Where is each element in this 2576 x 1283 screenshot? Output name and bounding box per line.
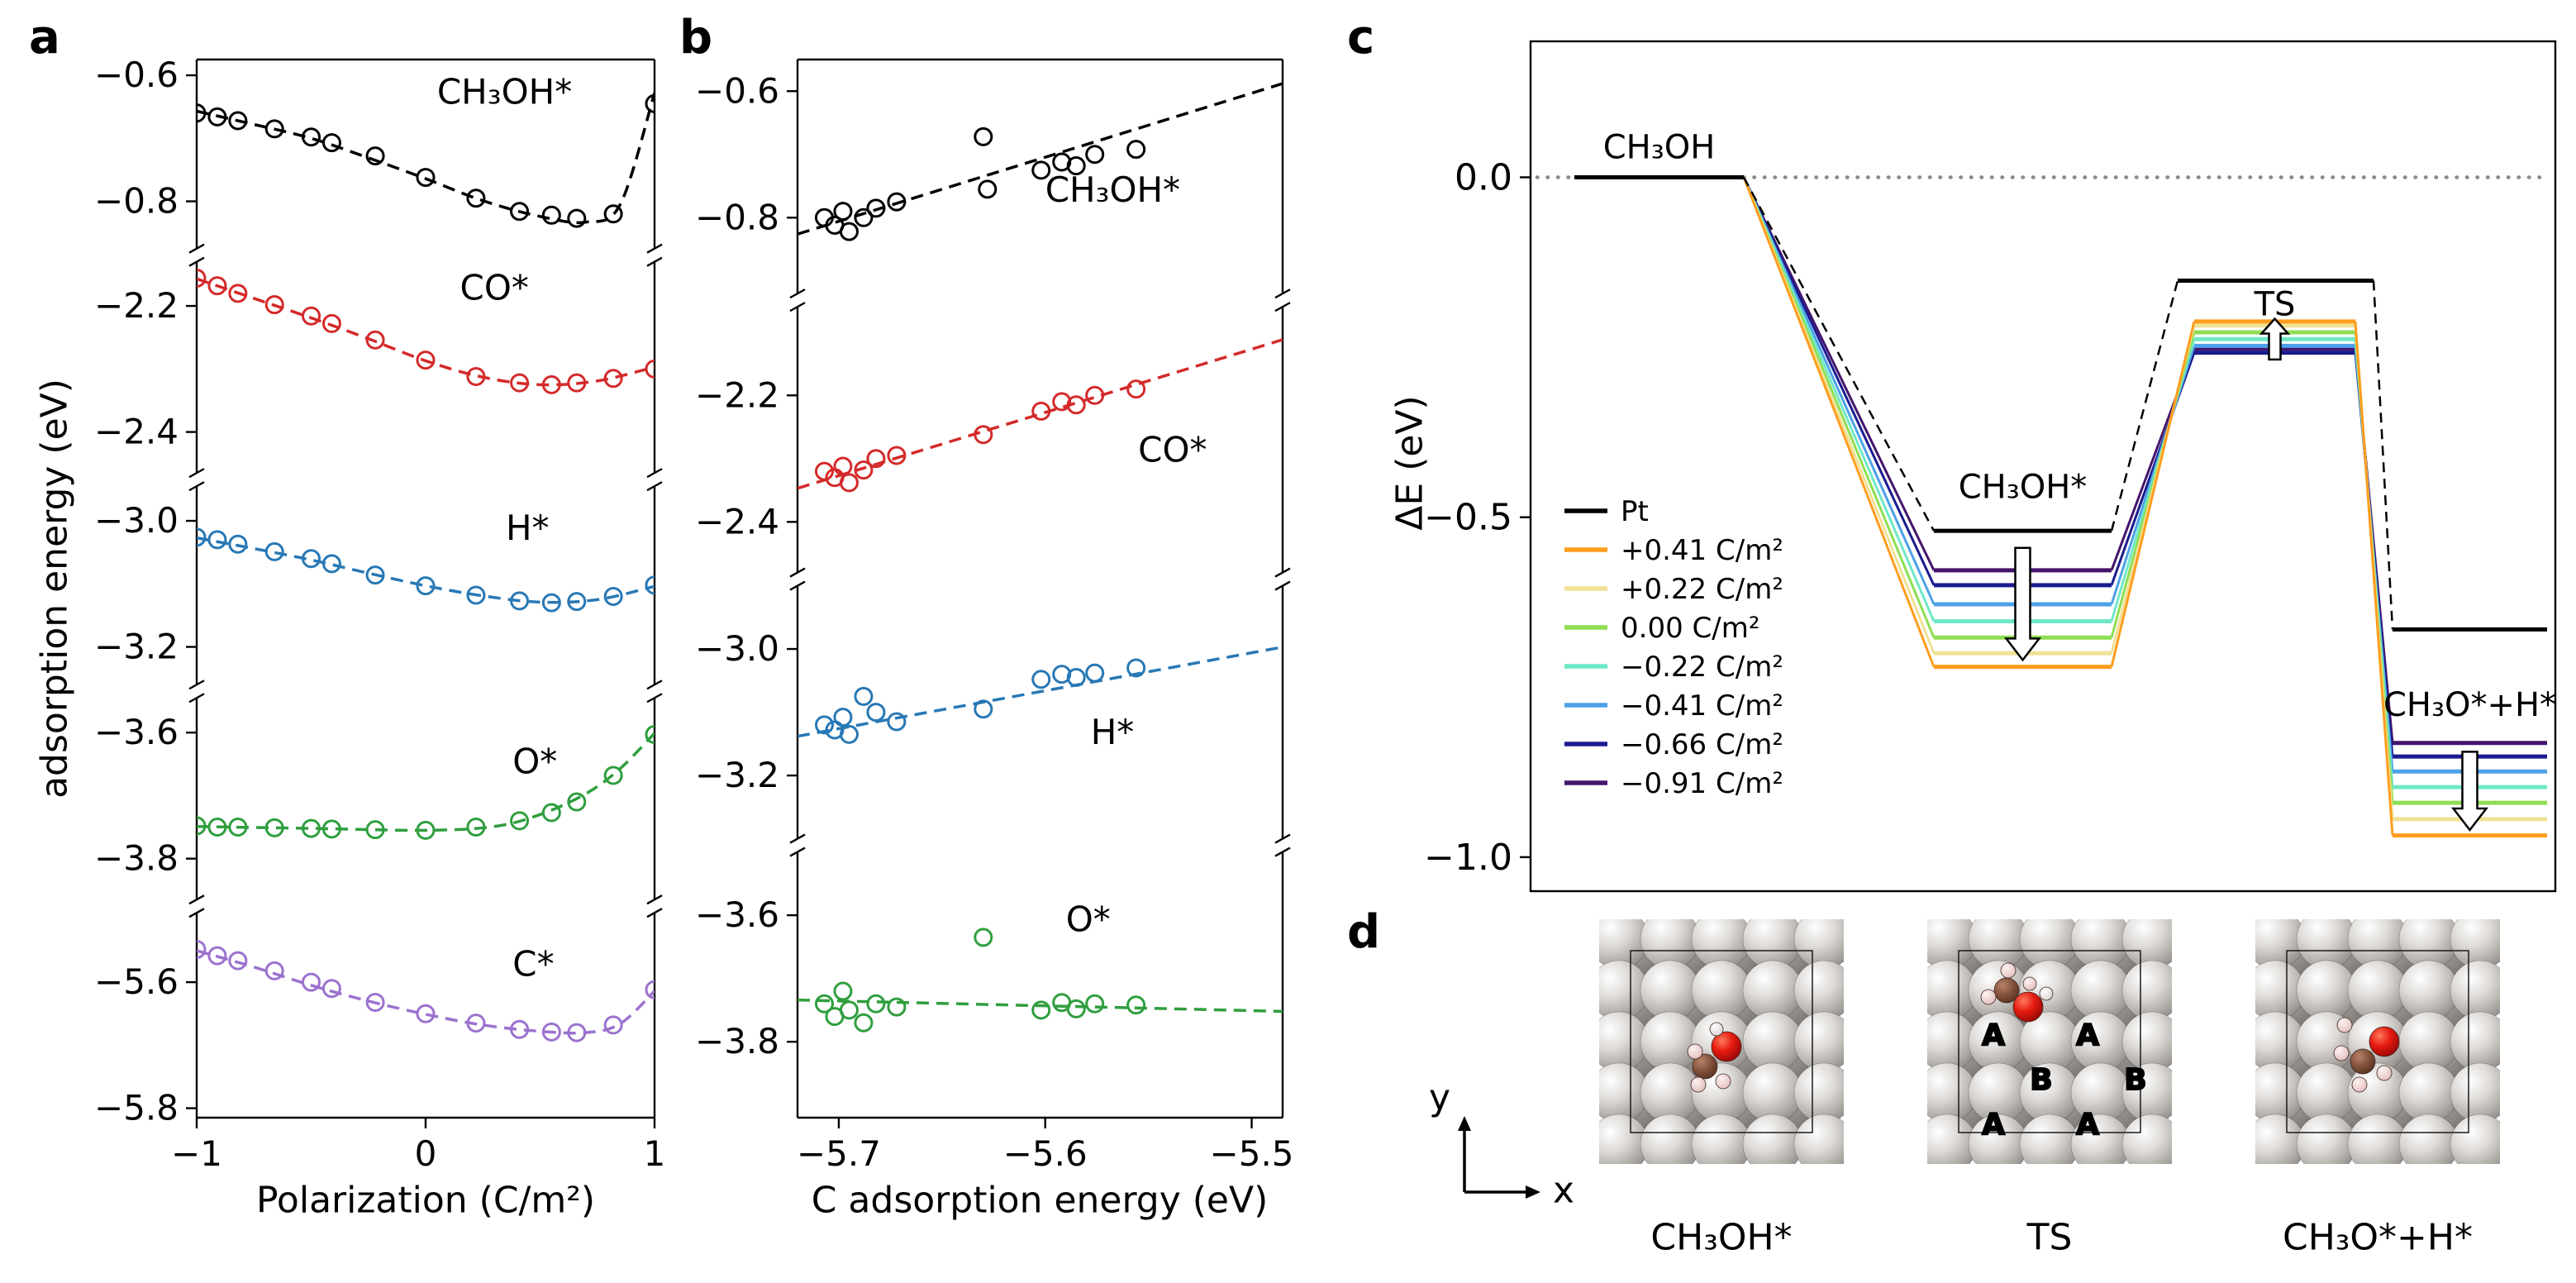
panel-b-xlabel: C adsorption energy (eV)	[811, 1179, 1269, 1222]
svg-text:−1.0: −1.0	[1424, 837, 1512, 879]
reaction-arrow	[2450, 751, 2489, 832]
series-1	[197, 269, 655, 394]
reaction-arrow	[2003, 546, 2042, 662]
reaction-arrow	[2259, 317, 2291, 361]
svg-text:A: A	[2076, 1018, 2099, 1052]
svg-text:B: B	[2124, 1063, 2146, 1097]
svg-text:−3.6: −3.6	[94, 712, 179, 752]
svg-text:0.0: 0.0	[1455, 156, 1512, 198]
series-2	[798, 646, 1283, 744]
svg-text:−0.8: −0.8	[695, 197, 779, 237]
panel-b-plot: −0.6 −0.8 −2.2 −2.4 −3.0 −3.2 −3.6 −3.8 −5.7 −5.6…	[695, 58, 1294, 1174]
svg-text:CH₃O*+H*: CH₃O*+H*	[2383, 686, 2556, 724]
svg-text:−5.6: −5.6	[94, 961, 179, 1002]
series-1	[798, 338, 1283, 493]
svg-text:A: A	[1982, 1018, 2005, 1052]
svg-text:CO*: CO*	[1138, 430, 1207, 470]
svg-text:−3.8: −3.8	[94, 838, 179, 879]
structure-image-2: A AB BA A	[1927, 919, 2172, 1164]
svg-text:B: B	[2030, 1063, 2052, 1097]
series-3	[197, 724, 655, 840]
axis-x-label: x	[1552, 1169, 1575, 1212]
energy-series-0	[1574, 174, 2547, 632]
structure-1-label: CH₃OH*	[1650, 1216, 1793, 1259]
series-2	[197, 527, 655, 613]
svg-text:CH₃OH*: CH₃OH*	[1959, 469, 2088, 507]
structure-image-3	[2255, 919, 2500, 1164]
panel-a-letter: a	[29, 11, 60, 64]
svg-text:H*: H*	[506, 508, 550, 548]
series-0	[197, 92, 655, 228]
panel-c-plot: 0.0 −0.5 −1.0 CH₃OH CH₃OH* TS CH₃O*+H* Pt +0.41 …	[1424, 40, 2557, 893]
svg-text:−0.6: −0.6	[94, 55, 179, 95]
svg-text:CO*: CO*	[460, 267, 529, 308]
svg-text:−3.0: −3.0	[695, 628, 779, 669]
svg-text:−0.91 C/m²: −0.91 C/m²	[1621, 767, 1783, 800]
svg-text:−0.22 C/m²: −0.22 C/m²	[1621, 651, 1783, 684]
svg-text:−2.2: −2.2	[695, 374, 779, 415]
svg-text:−2.4: −2.4	[695, 501, 779, 541]
svg-text:−5.8: −5.8	[94, 1088, 179, 1128]
svg-text:TS: TS	[2254, 285, 2296, 323]
panel-c-letter: c	[1347, 11, 1375, 64]
svg-text:−3.2: −3.2	[94, 627, 179, 667]
svg-text:−5.7: −5.7	[797, 1133, 881, 1174]
svg-text:−3.6: −3.6	[695, 894, 779, 935]
svg-text:CH₃OH: CH₃OH	[1603, 128, 1716, 166]
structure-image-1	[1599, 919, 1844, 1164]
svg-text:−3.0: −3.0	[94, 500, 179, 541]
svg-text:O*: O*	[1066, 899, 1111, 939]
svg-text:−5.6: −5.6	[1003, 1133, 1088, 1174]
panel-a-ylabel: adsorption energy (eV)	[33, 379, 76, 799]
svg-text:+0.22 C/m²: +0.22 C/m²	[1621, 573, 1783, 606]
svg-text:CH₃OH*: CH₃OH*	[437, 71, 572, 112]
svg-text:−0.41 C/m²: −0.41 C/m²	[1621, 689, 1783, 723]
svg-text:A: A	[1982, 1108, 2005, 1142]
axis-indicator	[1458, 1116, 1540, 1199]
svg-text:−2.4: −2.4	[94, 412, 179, 452]
svg-text:−3.8: −3.8	[695, 1021, 779, 1061]
svg-text:−0.6: −0.6	[695, 70, 779, 111]
svg-text:C*: C*	[512, 943, 554, 984]
panel-c-ylabel: ΔE (eV)	[1388, 395, 1431, 531]
svg-text:−3.2: −3.2	[695, 755, 779, 795]
series-4	[197, 939, 655, 1042]
svg-text:−5.5: −5.5	[1210, 1133, 1294, 1174]
panel-d-letter: d	[1347, 905, 1381, 959]
panel-a-xlabel: Polarization (C/m²)	[255, 1179, 596, 1222]
svg-text:O*: O*	[512, 742, 557, 782]
svg-text:−0.5: −0.5	[1424, 497, 1512, 539]
svg-text:A: A	[2076, 1108, 2099, 1142]
svg-text:−0.66 C/m²: −0.66 C/m²	[1621, 728, 1783, 761]
panel-b-letter: b	[679, 11, 713, 64]
series-0	[798, 82, 1283, 241]
series-3	[798, 928, 1283, 1033]
svg-text:1: 1	[644, 1133, 666, 1174]
svg-text:0.00 C/m²: 0.00 C/m²	[1621, 612, 1759, 645]
svg-text:−0.8: −0.8	[94, 181, 179, 222]
panel-a-plot: −0.6 −0.8 −2.2 −2.4 −3.0 −3.2 −3.6 −3.8 −5.6 −5.8…	[94, 55, 665, 1174]
svg-text:CH₃OH*: CH₃OH*	[1045, 169, 1180, 210]
svg-text:Pt: Pt	[1621, 495, 1649, 528]
svg-text:−2.2: −2.2	[94, 285, 179, 326]
svg-text:H*: H*	[1091, 712, 1135, 752]
svg-text:0: 0	[415, 1133, 437, 1174]
svg-text:−1: −1	[171, 1133, 222, 1174]
axis-y-label: y	[1428, 1076, 1451, 1119]
legend: Pt +0.41 C/m² +0.22 C/m² 0.00 C/m² −0.22 C/m…	[1564, 495, 1783, 800]
structure-2-label: TS	[2026, 1216, 2073, 1259]
structure-3-label: CH₃O*+H*	[2282, 1216, 2474, 1259]
svg-text:+0.41 C/m²: +0.41 C/m²	[1621, 534, 1783, 567]
